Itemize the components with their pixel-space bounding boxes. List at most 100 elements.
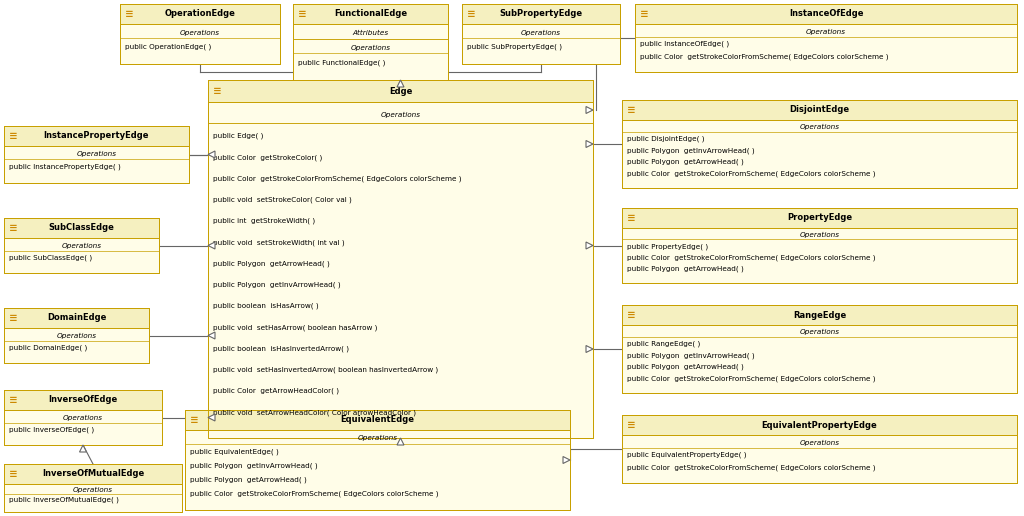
Bar (622, 208, 1017, 228)
Text: public void  setArrowHeadColor( Color arrowHeadColor ): public void setArrowHeadColor( Color arr… (213, 409, 416, 416)
Text: public Color  getStrokeColorFromScheme( EdgeColors colorScheme ): public Color getStrokeColorFromScheme( E… (627, 171, 876, 177)
Text: ≡: ≡ (125, 9, 134, 19)
Polygon shape (586, 106, 593, 114)
Bar (635, 24, 1017, 72)
Bar (462, 4, 620, 64)
Text: public Edge( ): public Edge( ) (213, 133, 263, 139)
Text: FunctionalEdge: FunctionalEdge (334, 9, 408, 19)
Text: public Color  getStrokeColor( ): public Color getStrokeColor( ) (213, 154, 323, 160)
Text: InstancePropertyEdge: InstancePropertyEdge (44, 132, 150, 140)
Bar (4, 328, 150, 363)
Bar (622, 305, 1017, 325)
Text: ≡: ≡ (467, 9, 476, 19)
Text: public void  setHasArrow( boolean hasArrow ): public void setHasArrow( boolean hasArro… (213, 324, 378, 331)
Bar (462, 4, 620, 24)
Text: public DomainEdge( ): public DomainEdge( ) (9, 345, 87, 351)
Polygon shape (208, 242, 215, 249)
Text: PropertyEdge: PropertyEdge (786, 214, 852, 222)
Text: public boolean  isHasInvertedArrow( ): public boolean isHasInvertedArrow( ) (213, 345, 349, 352)
Bar (622, 228, 1017, 283)
Bar (635, 4, 1017, 72)
Text: public Polygon  getInvArrowHead( ): public Polygon getInvArrowHead( ) (627, 352, 755, 359)
Bar (185, 410, 570, 510)
Text: public int  getStrokeWidth( ): public int getStrokeWidth( ) (213, 218, 315, 224)
Polygon shape (397, 438, 404, 445)
Bar (635, 4, 1017, 24)
Text: public Color  getStrokeColorFromScheme( EdgeColors colorScheme ): public Color getStrokeColorFromScheme( E… (190, 490, 438, 497)
Text: public FunctionalEdge( ): public FunctionalEdge( ) (298, 59, 385, 66)
Text: public RangeEdge( ): public RangeEdge( ) (627, 341, 700, 347)
Bar (120, 4, 280, 64)
Text: public Polygon  getArrowHead( ): public Polygon getArrowHead( ) (627, 364, 743, 370)
Text: public Color  getStrokeColorFromScheme( EdgeColors colorScheme ): public Color getStrokeColorFromScheme( E… (640, 54, 889, 60)
Bar (4, 484, 182, 512)
Bar (4, 410, 162, 445)
Text: Operations: Operations (800, 440, 840, 446)
Text: DisjointEdge: DisjointEdge (790, 105, 850, 115)
Text: Operations: Operations (357, 435, 397, 441)
Polygon shape (563, 457, 570, 463)
Text: Operations: Operations (56, 332, 96, 338)
Text: public InverseOfEdge( ): public InverseOfEdge( ) (9, 427, 94, 433)
Text: DomainEdge: DomainEdge (47, 314, 106, 322)
Text: public EquivalentPropertyEdge( ): public EquivalentPropertyEdge( ) (627, 452, 746, 458)
Bar (4, 238, 159, 273)
Bar (4, 464, 182, 512)
Bar (4, 464, 182, 484)
Text: SubClassEdge: SubClassEdge (48, 223, 115, 233)
Bar (208, 80, 593, 438)
Bar (622, 415, 1017, 483)
Text: public Polygon  getInvArrowHead( ): public Polygon getInvArrowHead( ) (627, 147, 755, 154)
Bar (208, 102, 593, 438)
Bar (622, 305, 1017, 393)
Bar (293, 4, 449, 24)
Text: public boolean  isHasArrow( ): public boolean isHasArrow( ) (213, 303, 318, 310)
Bar (622, 435, 1017, 483)
Text: ≡: ≡ (627, 105, 636, 115)
Text: ≡: ≡ (627, 420, 636, 430)
Text: ≡: ≡ (9, 313, 17, 323)
Bar (4, 390, 162, 445)
Text: InverseOfEdge: InverseOfEdge (48, 395, 118, 405)
Text: ≡: ≡ (627, 213, 636, 223)
Text: Operations: Operations (61, 243, 101, 249)
Text: public DisjointEdge( ): public DisjointEdge( ) (627, 136, 705, 142)
Bar (4, 218, 159, 238)
Text: EquivalentPropertyEdge: EquivalentPropertyEdge (762, 421, 878, 429)
Text: ≡: ≡ (213, 86, 222, 96)
Text: Operations: Operations (800, 124, 840, 130)
Text: public InverseOfMutualEdge( ): public InverseOfMutualEdge( ) (9, 497, 119, 503)
Text: public Polygon  getArrowHead( ): public Polygon getArrowHead( ) (213, 261, 330, 267)
Text: Attributes: Attributes (352, 30, 388, 36)
Text: public void  setStrokeColor( Color val ): public void setStrokeColor( Color val ) (213, 197, 352, 203)
Bar (293, 4, 449, 80)
Bar (462, 24, 620, 64)
Text: Operations: Operations (350, 44, 390, 51)
Text: InstanceOfEdge: InstanceOfEdge (788, 9, 863, 19)
Bar (622, 120, 1017, 188)
Text: public Color  getStrokeColorFromScheme( EdgeColors colorScheme ): public Color getStrokeColorFromScheme( E… (627, 376, 876, 382)
Text: Operations: Operations (800, 232, 840, 238)
Text: public SubPropertyEdge( ): public SubPropertyEdge( ) (467, 44, 562, 50)
Polygon shape (208, 414, 215, 421)
Text: public EquivalentEdge( ): public EquivalentEdge( ) (190, 449, 279, 455)
Text: ≡: ≡ (640, 9, 649, 19)
Text: public Color  getStrokeColorFromScheme( EdgeColors colorScheme ): public Color getStrokeColorFromScheme( E… (213, 175, 462, 182)
Text: public Color  getArrowHeadColor( ): public Color getArrowHeadColor( ) (213, 388, 339, 394)
Text: Operations: Operations (77, 151, 117, 157)
Text: public SubClassEdge( ): public SubClassEdge( ) (9, 255, 92, 261)
Bar (4, 146, 189, 183)
Polygon shape (586, 346, 593, 352)
Text: public Polygon  getInvArrowHead( ): public Polygon getInvArrowHead( ) (213, 282, 341, 288)
Text: ≡: ≡ (190, 415, 199, 425)
Polygon shape (586, 140, 593, 148)
Bar (622, 415, 1017, 435)
Text: ≡: ≡ (9, 395, 17, 405)
Text: Operations: Operations (800, 329, 840, 335)
Text: ≡: ≡ (298, 9, 307, 19)
Polygon shape (208, 151, 215, 158)
Text: ≡: ≡ (627, 310, 636, 320)
Bar (622, 208, 1017, 283)
Polygon shape (80, 445, 86, 452)
Bar (622, 100, 1017, 188)
